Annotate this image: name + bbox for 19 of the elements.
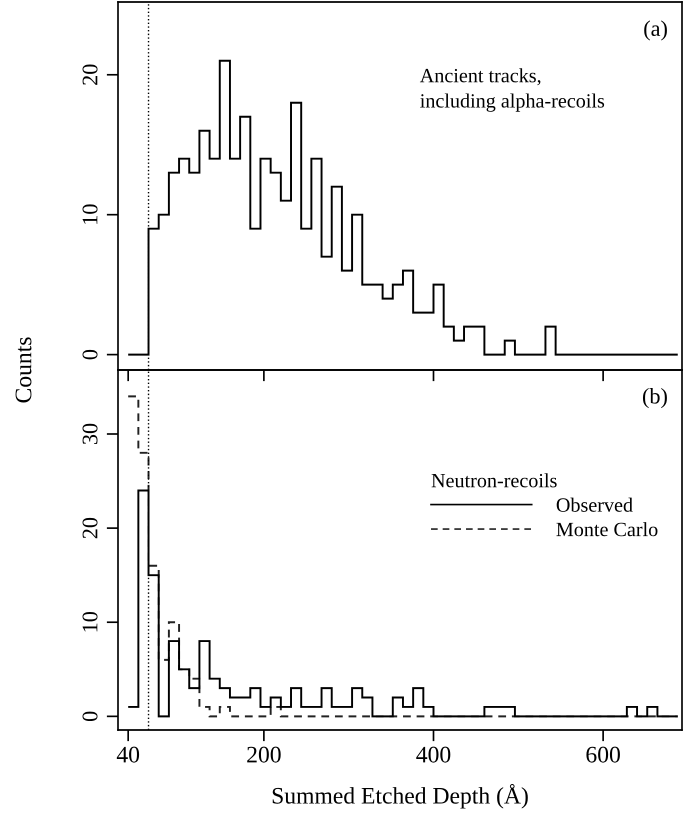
y-tick-label: 10	[82, 612, 98, 632]
annotation: (a)	[644, 20, 667, 41]
y-tick-label: 30	[82, 424, 98, 444]
y-tick-label: 20	[82, 64, 98, 85]
annotation: Ancient tracks, including alpha-recoils	[420, 68, 604, 112]
x-tick-label: 600	[586, 746, 620, 763]
x-tick-label: 400	[416, 746, 450, 763]
y-tick-label: 10	[82, 204, 98, 224]
y-tick-label: 20	[82, 518, 98, 538]
x-tick-label: 40	[116, 746, 140, 763]
x-axis-title: Summed Etched Depth (Å)	[272, 784, 528, 809]
y-tick-label: 0	[82, 712, 98, 722]
x-tick-label: 200	[247, 746, 281, 763]
y-tick-label: 0	[82, 350, 98, 360]
legend-label: Monte Carlo	[556, 522, 658, 536]
annotation: (b)	[642, 388, 667, 408]
legend-label: Observed	[556, 498, 633, 512]
y-axis-title: Counts	[16, 337, 32, 402]
legend-title: Neutron-recoils	[432, 473, 557, 488]
